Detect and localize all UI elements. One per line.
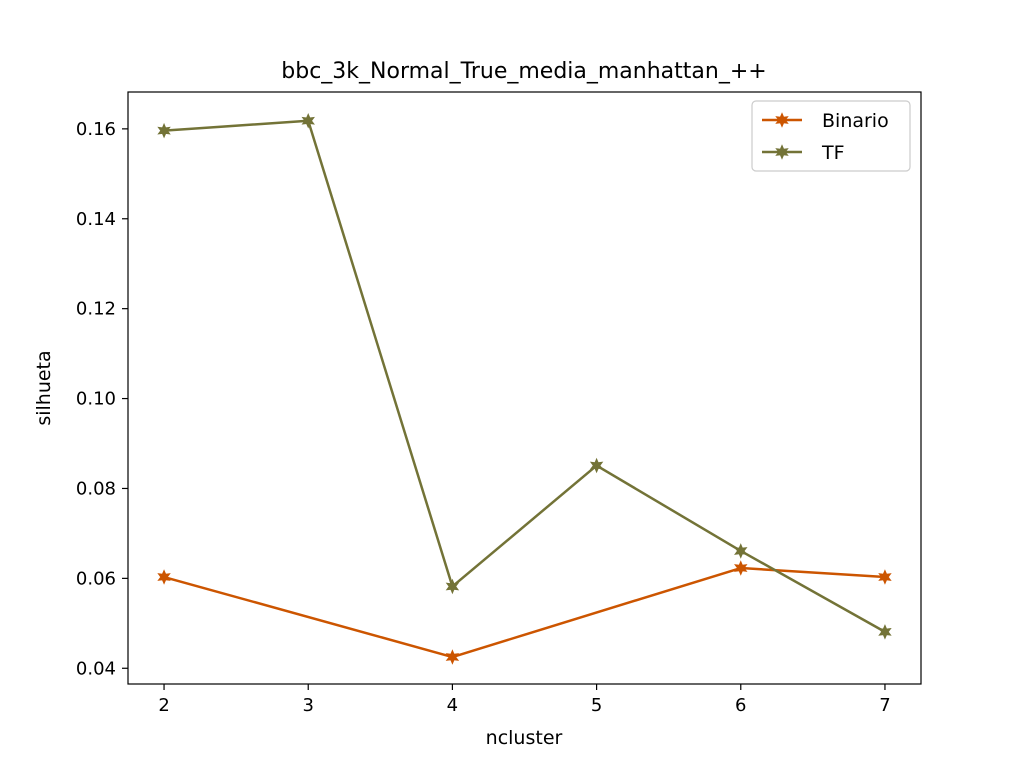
x-tick-label: 6 <box>735 695 746 716</box>
x-tick-label: 3 <box>303 695 314 716</box>
plot-area <box>157 113 892 665</box>
data-point-binario <box>734 560 748 576</box>
x-tick-label: 5 <box>591 695 602 716</box>
data-point-binario <box>445 649 460 665</box>
data-point-tf <box>589 457 604 474</box>
y-axis-label: silhueta <box>33 350 55 425</box>
legend-marker-tf <box>775 144 789 160</box>
legend: Binario TF <box>751 100 911 172</box>
y-tick-label: 0.08 <box>76 478 116 499</box>
data-point-tf <box>878 624 892 640</box>
y-tick-label: 0.16 <box>76 119 116 140</box>
data-point-tf <box>445 578 460 595</box>
legend-box <box>751 100 911 172</box>
series-line-binario <box>163 566 886 659</box>
data-point-binario <box>157 569 171 585</box>
data-point-tf <box>734 543 748 559</box>
axis-ticks: 2 3 4 5 6 7 0.04 0.06 0.08 0.10 0.12 0.14 0.16 <box>76 119 891 716</box>
data-point-tf <box>157 122 171 139</box>
x-tick-label: 2 <box>158 695 169 716</box>
y-tick-label: 0.12 <box>76 299 116 320</box>
x-tick-label: 7 <box>879 695 890 716</box>
x-tick-label: 4 <box>447 695 458 716</box>
y-tick-label: 0.06 <box>76 568 116 589</box>
chart-title: bbc_3k_Normal_True_media_manhattan_++ <box>281 59 766 84</box>
legend-marker-binario <box>775 112 789 128</box>
y-tick-label: 0.14 <box>76 209 116 230</box>
data-point-tf <box>301 113 315 129</box>
data-point-binario <box>878 569 892 585</box>
x-axis-label: ncluster <box>486 727 563 749</box>
legend-label-binario: Binario <box>822 110 889 132</box>
y-tick-label: 0.10 <box>76 389 116 410</box>
series-line-tf <box>163 119 886 633</box>
plot-frame <box>127 91 922 685</box>
legend-label-tf: TF <box>821 142 845 164</box>
y-tick-label: 0.04 <box>76 658 116 679</box>
